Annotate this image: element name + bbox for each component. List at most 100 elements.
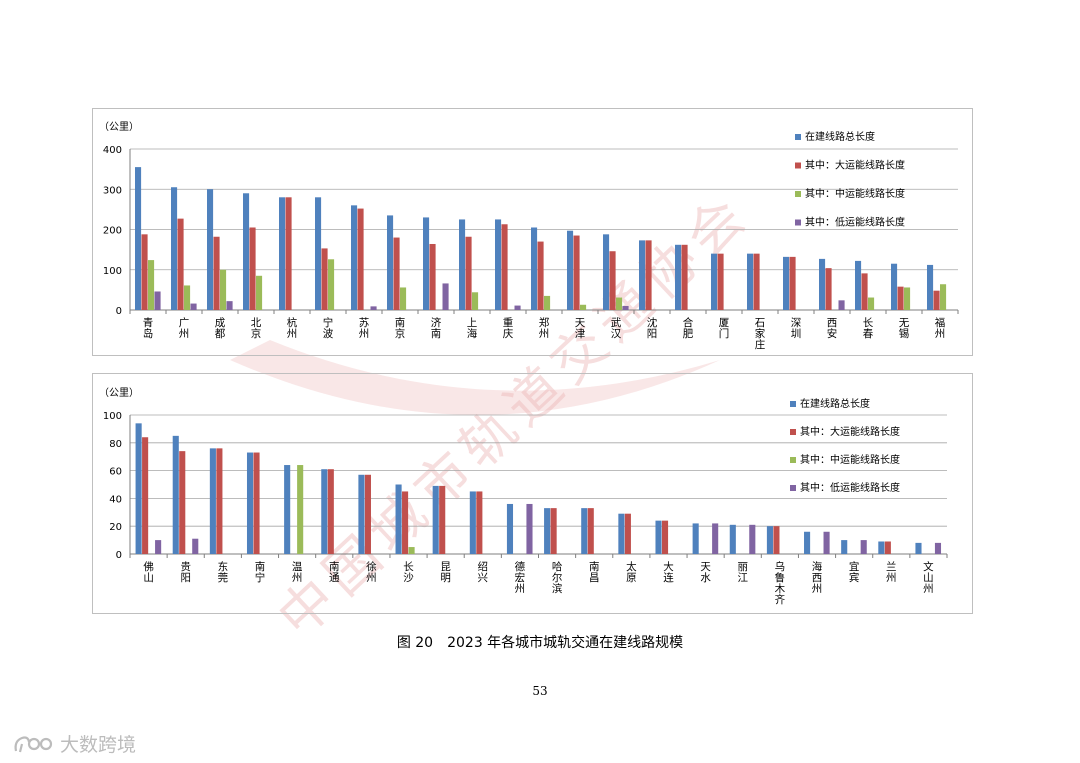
bar-total bbox=[639, 240, 646, 310]
bar-total bbox=[819, 258, 826, 310]
x-tick-label: 宜宾 bbox=[849, 560, 860, 584]
bar-total bbox=[544, 508, 551, 554]
x-tick-label: 合肥 bbox=[683, 316, 694, 340]
bar-low bbox=[823, 531, 830, 554]
bar-large bbox=[465, 236, 472, 310]
legend-swatch-low bbox=[795, 219, 801, 226]
x-tick-label: 南昌 bbox=[589, 560, 600, 584]
bar-low bbox=[712, 523, 719, 554]
x-tick-label: 哈尔滨 bbox=[552, 560, 563, 595]
bar-total bbox=[243, 193, 250, 310]
y-tick-label: 300 bbox=[103, 185, 122, 196]
x-tick-label: 南通 bbox=[329, 560, 340, 584]
bar-medium bbox=[220, 269, 227, 310]
bar-large bbox=[501, 224, 508, 310]
bar-total bbox=[692, 523, 699, 554]
bar-total bbox=[603, 234, 610, 310]
bar-large bbox=[141, 234, 148, 310]
x-tick-label: 成都 bbox=[215, 317, 226, 340]
x-tick-label: 丽江 bbox=[738, 561, 749, 584]
bar-total bbox=[567, 230, 574, 310]
bar-low bbox=[155, 540, 162, 554]
x-tick-label: 长春 bbox=[863, 317, 874, 340]
legend-label-large: 其中：大运能线路长度 bbox=[805, 159, 905, 172]
bar-low bbox=[226, 301, 233, 310]
bar-total bbox=[655, 520, 662, 554]
bar-large bbox=[213, 236, 220, 310]
legend-swatch-medium bbox=[795, 191, 801, 197]
bar-large bbox=[357, 208, 364, 310]
bar-medium bbox=[544, 295, 551, 310]
y-tick-label: 400 bbox=[103, 145, 122, 156]
chart-bottom: （公里） 0 20 40 60 80 100 佛山 贵阳 东莞 南宁 温州 南通 徐州 长沙 昆明 绍兴 德宏州 哈… bbox=[99, 387, 948, 606]
bar-total bbox=[246, 452, 254, 554]
bar-medium bbox=[328, 259, 335, 310]
bar-large bbox=[179, 451, 186, 554]
bar-medium bbox=[184, 285, 191, 310]
bar-large bbox=[587, 508, 594, 554]
brand-mark: 大数跨境 bbox=[12, 730, 136, 757]
bar-medium bbox=[904, 287, 911, 310]
x-tick-label: 绍兴 bbox=[478, 560, 489, 584]
brand-logo-icon bbox=[14, 735, 53, 752]
legend-swatch-large bbox=[790, 429, 796, 435]
bar-large bbox=[321, 248, 328, 310]
bar-large bbox=[177, 218, 184, 310]
x-tick-label: 广州 bbox=[179, 317, 190, 340]
x-tick-label: 北京 bbox=[251, 317, 262, 340]
bar-medium bbox=[472, 292, 479, 310]
bar-total bbox=[729, 524, 736, 554]
bar-total bbox=[395, 484, 402, 554]
bar-total bbox=[618, 513, 625, 554]
legend-swatch-low bbox=[790, 485, 796, 491]
x-tick-label: 德宏州 bbox=[515, 560, 526, 595]
x-tick-label: 苏州 bbox=[359, 316, 370, 340]
bar-large bbox=[773, 526, 780, 554]
bar-low bbox=[526, 503, 533, 554]
bar-low bbox=[192, 538, 199, 554]
y-tick-label: 200 bbox=[103, 226, 122, 237]
legend-label-low: 其中：低运能线路长度 bbox=[805, 216, 905, 229]
x-tick-label: 深圳 bbox=[791, 317, 802, 340]
legend-label-low: 其中：低运能线路长度 bbox=[800, 481, 900, 494]
bar-large bbox=[573, 235, 580, 310]
bar-large bbox=[624, 513, 631, 554]
bar-total bbox=[171, 187, 178, 310]
bar-large bbox=[753, 253, 760, 310]
x-tick-label: 无锡 bbox=[899, 317, 910, 340]
bar-total bbox=[469, 491, 476, 554]
bar-low bbox=[154, 291, 161, 310]
bar-total bbox=[855, 260, 862, 310]
legend-swatch-medium bbox=[790, 457, 796, 463]
bar-total bbox=[675, 244, 682, 310]
y-axis-unit-label: （公里） bbox=[99, 121, 139, 133]
bar-total bbox=[711, 253, 718, 310]
chart-top-frame: （公里） 0 100 200 300 400 青岛 广州 成都 北京 杭州 宁波 苏州 南京 济南 上海 重庆 郑… bbox=[92, 108, 973, 356]
bar-total bbox=[783, 256, 790, 310]
bar-total bbox=[284, 465, 291, 554]
x-tick-label: 昆明 bbox=[440, 561, 451, 584]
bar-medium bbox=[256, 275, 263, 310]
bar-medium bbox=[408, 547, 415, 554]
bar-large bbox=[537, 241, 544, 310]
y-tick-label: 60 bbox=[109, 467, 122, 478]
bar-total bbox=[279, 197, 286, 310]
chart-top: （公里） 0 100 200 300 400 青岛 广州 成都 北京 杭州 宁波 苏州 南京 济南 上海 重庆 郑… bbox=[99, 121, 959, 351]
bar-large bbox=[142, 437, 149, 554]
x-tick-label: 郑州 bbox=[539, 316, 550, 340]
x-tick-label: 宁波 bbox=[323, 316, 334, 340]
x-tick-label: 天水 bbox=[700, 561, 711, 584]
y-tick-label: 100 bbox=[103, 411, 122, 422]
bar-large bbox=[861, 273, 868, 310]
bar-large bbox=[717, 253, 724, 310]
x-tick-label: 兰州 bbox=[886, 560, 897, 584]
bar-total bbox=[841, 540, 848, 554]
bar-low bbox=[514, 305, 521, 310]
y-tick-label: 0 bbox=[116, 306, 122, 317]
bar-low bbox=[749, 524, 756, 554]
bar-low bbox=[622, 305, 629, 310]
bar-total bbox=[172, 435, 179, 554]
bar-low bbox=[838, 300, 845, 310]
bar-large bbox=[825, 268, 832, 310]
bar-large bbox=[476, 491, 483, 554]
